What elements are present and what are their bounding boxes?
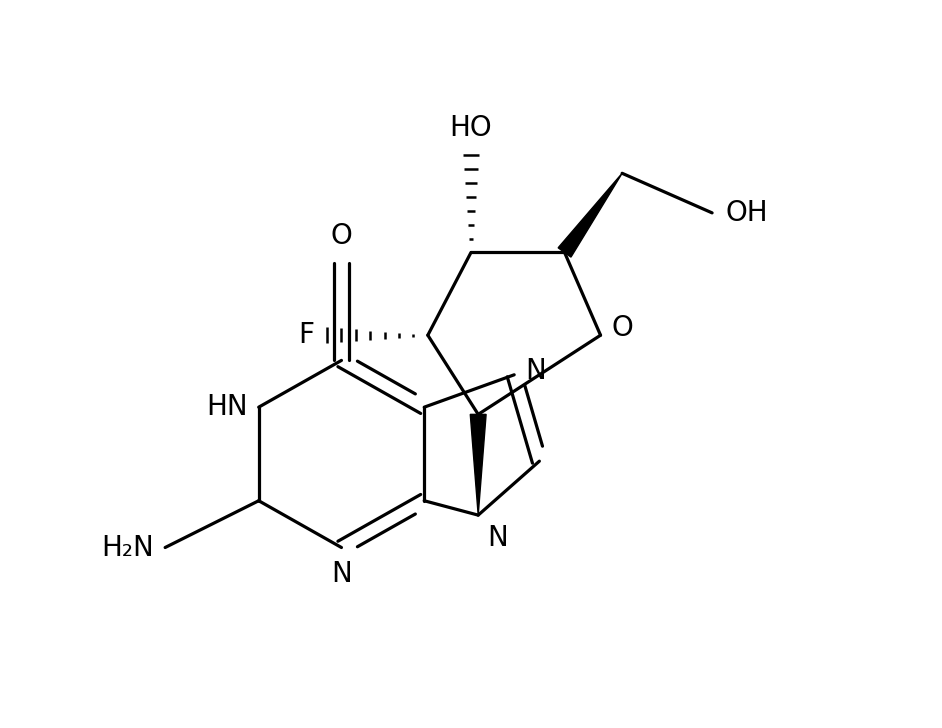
Text: N: N — [331, 561, 351, 588]
Text: N: N — [525, 357, 545, 385]
Polygon shape — [470, 414, 486, 515]
Text: N: N — [487, 523, 508, 552]
Text: HN: HN — [206, 393, 248, 422]
Polygon shape — [559, 173, 622, 257]
Text: OH: OH — [725, 199, 768, 227]
Text: F: F — [298, 321, 314, 349]
Text: O: O — [611, 314, 633, 342]
Text: HO: HO — [449, 114, 493, 143]
Text: O: O — [331, 222, 352, 250]
Text: H₂N: H₂N — [102, 534, 154, 561]
